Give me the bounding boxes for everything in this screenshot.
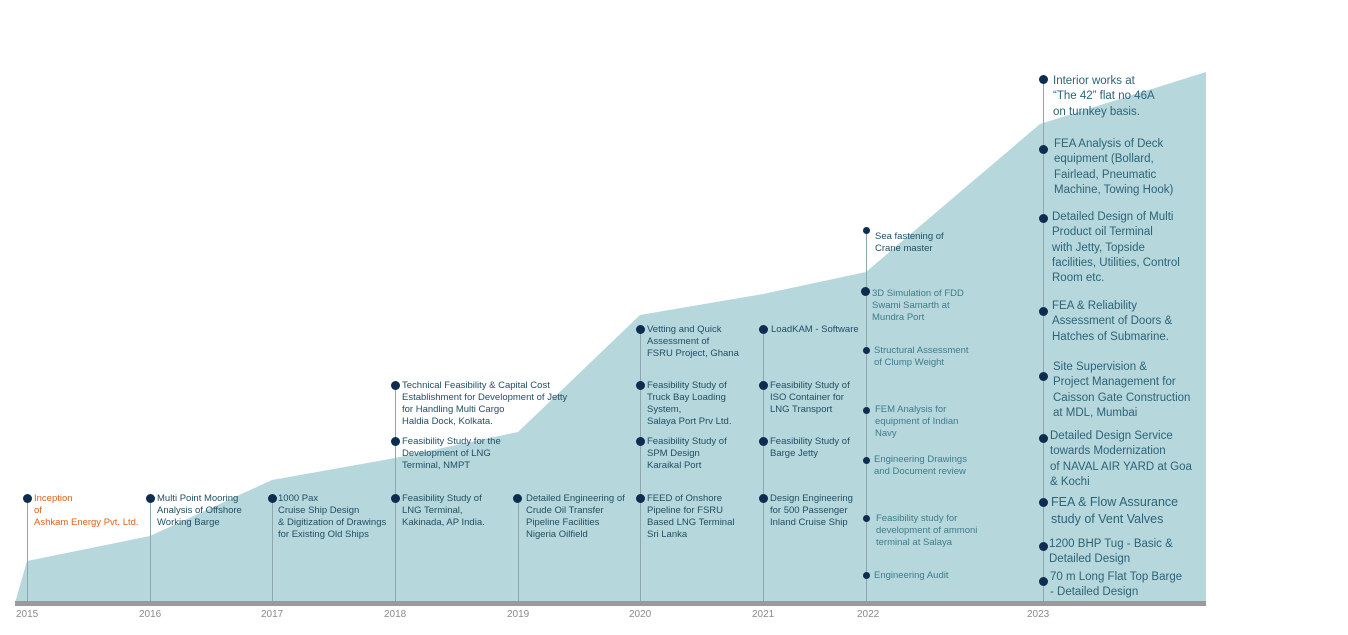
milestone-text: FEM Analysis for equipment of Indian Nav… (875, 404, 959, 439)
year-label-2020: 2020 (629, 609, 652, 620)
year-label-2022: 2022 (857, 609, 880, 620)
milestone-dot (863, 457, 870, 464)
milestone-text: FEA & Flow Assurance study of Vent Valve… (1051, 495, 1179, 526)
milestone-text: FEED of Onshore Pipeline for FSRU Based … (647, 493, 735, 540)
milestone-text: FEA & Reliability Assessment of Doors & … (1052, 300, 1173, 343)
milestone-text: Design Engineering for 500 Passenger Inl… (770, 493, 853, 528)
year-label-2017: 2017 (261, 609, 284, 620)
year-label-2019: 2019 (507, 609, 530, 620)
milestone-dot (863, 347, 870, 354)
milestone-text: Detailed Design Service towards Moderniz… (1050, 430, 1192, 488)
milestone-dot (759, 437, 768, 446)
milestone-dot (391, 437, 400, 446)
milestone-text: LoadKAM - Software (771, 324, 859, 335)
milestone-dot (861, 287, 870, 296)
milestone-dot (391, 494, 400, 503)
milestone-text: Feasibility Study for the Development of… (402, 436, 501, 471)
milestone-dot (1039, 542, 1048, 551)
stem-2015 (27, 498, 28, 602)
milestone-text: Feasibility Study of Barge Jetty (770, 436, 850, 459)
stem-2019 (518, 498, 519, 602)
stem-2018 (395, 385, 396, 602)
milestone-dot (636, 325, 645, 334)
milestone-dot (1039, 498, 1048, 507)
milestone-dot (863, 515, 870, 522)
milestone-dot (146, 494, 155, 503)
stem-2022 (866, 230, 867, 602)
milestone-dot (863, 407, 870, 414)
milestone-dot (513, 494, 522, 503)
stem-2023 (1043, 80, 1044, 602)
stem-2021 (763, 329, 764, 602)
milestone-text: Interior works at “The 42” flat no 46A o… (1053, 75, 1155, 118)
milestone-dot (391, 381, 400, 390)
milestone-dot (759, 494, 768, 503)
milestone-text: Technical Feasibility & Capital Cost Est… (402, 380, 568, 427)
milestone-text: Multi Point Mooring Analysis of Offshore… (157, 493, 242, 528)
milestone-text: 1200 BHP Tug - Basic & Detailed Design (1049, 538, 1173, 566)
milestone-dot (636, 494, 645, 503)
milestone-text: Feasibility Study of SPM Design Karaikal… (647, 436, 727, 471)
milestone-text: FEA Analysis of Deck equipment (Bollard,… (1054, 138, 1174, 196)
milestone-dot (1039, 75, 1048, 84)
milestone-text: Vetting and Quick Assessment of FSRU Pro… (647, 324, 739, 359)
year-label-2023: 2023 (1027, 609, 1050, 620)
milestone-text: Feasibility Study of Truck Bay Loading S… (647, 380, 732, 427)
milestone-dot (863, 572, 870, 579)
year-label-2018: 2018 (384, 609, 407, 620)
milestone-text: Feasibility study for development of amm… (876, 513, 978, 548)
milestone-text: Engineering Audit (874, 570, 949, 581)
milestone-dot (636, 437, 645, 446)
milestone-text: 3D Simulation of FDD Swami Samarth at Mu… (872, 288, 964, 323)
milestone-text: Feasibility Study of LNG Terminal, Kakin… (402, 493, 485, 528)
year-label-2016: 2016 (139, 609, 162, 620)
milestone-dot (1039, 307, 1048, 316)
milestone-text: 70 m Long Flat Top Barge - Detailed Desi… (1050, 571, 1183, 599)
milestone-text: 1000 Pax Cruise Ship Design & Digitizati… (278, 493, 387, 540)
milestone-dot (1039, 145, 1048, 154)
milestone-inception: Inception of Ashkam Energy Pvt. Ltd. (34, 493, 139, 528)
stem-2016 (150, 498, 151, 602)
milestone-text: Detailed Design of Multi Product oil Ter… (1052, 211, 1180, 285)
year-label-2021: 2021 (752, 609, 775, 620)
milestone-dot (1039, 434, 1048, 443)
milestone-dot (268, 494, 277, 503)
milestone-dot (1039, 577, 1048, 586)
year-label-2015: 2015 (16, 609, 39, 620)
stem-2017 (272, 498, 273, 602)
milestone-dot (759, 325, 768, 334)
milestone-dot (1039, 372, 1048, 381)
milestone-text: Engineering Drawings and Document review (874, 454, 967, 477)
milestone-dot (636, 381, 645, 390)
milestone-text: Sea fastening of Crane master (875, 231, 944, 254)
milestone-text: Site Supervision & Project Management fo… (1053, 361, 1191, 419)
milestone-text: Feasibility Study of ISO Container for L… (770, 380, 850, 415)
milestone-text: Structural Assessment of Clump Weight (874, 345, 969, 368)
milestone-dot (759, 381, 768, 390)
milestone-dot (1039, 214, 1048, 223)
stem-2020 (640, 329, 641, 602)
timeline-axis (15, 601, 1206, 606)
growth-area-shape (15, 72, 1206, 603)
milestone-dot (23, 494, 32, 503)
milestone-dot (863, 227, 870, 234)
milestone-text: Detailed Engineering of Crude Oil Transf… (526, 493, 625, 540)
